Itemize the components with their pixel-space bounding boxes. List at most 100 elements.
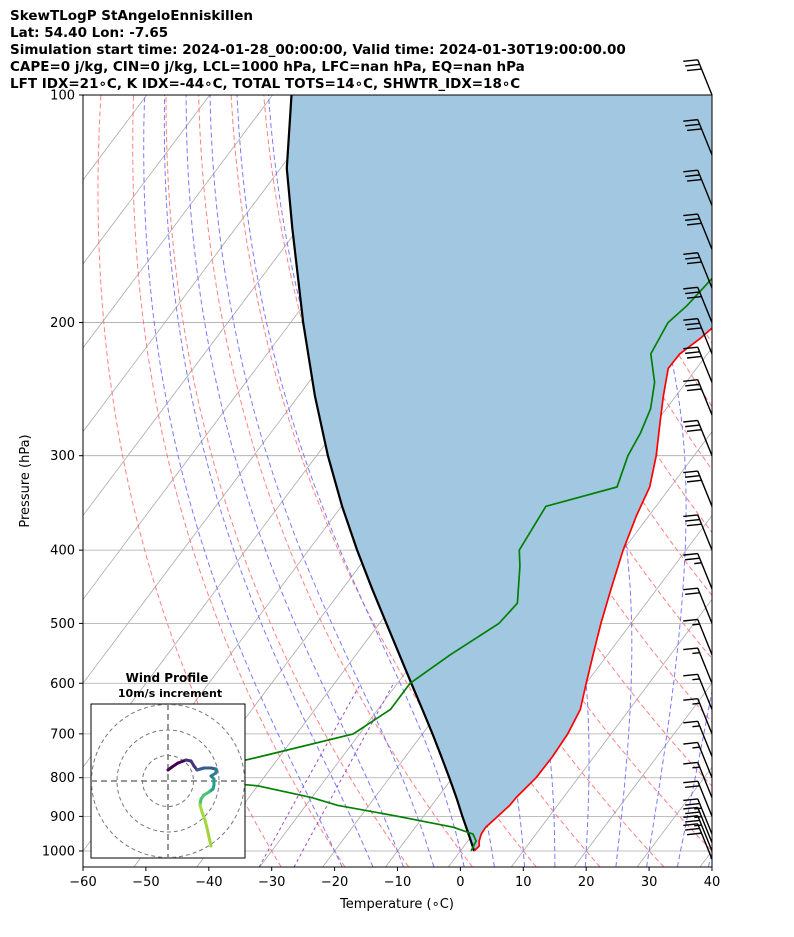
x-tick-label: −50 [132, 875, 159, 890]
wind-barb-staff [697, 619, 713, 655]
y-tick-label: 900 [50, 810, 75, 825]
wind-barb-staff [697, 674, 713, 710]
cape-shading [286, 95, 712, 851]
wind-barb-flag [686, 479, 702, 483]
x-tick-label: 0 [456, 875, 464, 890]
wind-barb-flag [686, 178, 702, 182]
cape-cin-line: CAPE=0 j/kg, CIN=0 j/kg, LCL=1000 hPa, L… [10, 59, 525, 75]
wind-barb-staff [697, 815, 713, 852]
wind-barb [683, 647, 713, 684]
temperature-line [473, 326, 712, 852]
wind-barb-flag [683, 587, 698, 591]
wind-barb-flag [685, 592, 700, 596]
chart-header: SkewTLogP StAngeloEnniskillen Lat: 54.40… [10, 8, 626, 93]
y-tick-label: 300 [50, 449, 75, 464]
y-tick-label: 600 [50, 677, 75, 692]
moist-adiabat [163, 95, 374, 867]
wind-barb-flag [683, 697, 698, 701]
wind-barb-flag [683, 118, 698, 122]
dry-adiabat [523, 95, 712, 471]
isotherm-line [699, 850, 712, 867]
wind-barb-flag [683, 286, 698, 290]
moist-adiabat [707, 848, 712, 867]
x-tick-label: 10 [515, 875, 532, 890]
y-tick-label: 1000 [42, 844, 75, 859]
wind-barb-flag [685, 291, 700, 295]
wind-barb-staff [697, 346, 713, 383]
wind-barb [683, 317, 713, 355]
wind-barb-staff [697, 252, 713, 289]
wind-barb-flag [685, 557, 700, 561]
hodograph-trace-segment [207, 835, 213, 848]
wind-barb-flag [683, 470, 698, 474]
wind-barb-flag [683, 720, 698, 724]
wind-barb [683, 252, 713, 289]
wind-barb-flag [686, 68, 702, 72]
wind-barb-staff [697, 798, 713, 835]
wind-barb-staff [697, 169, 713, 206]
wind-barb-flag [685, 322, 700, 326]
wind-barb-flag [683, 815, 698, 818]
isotherm-line [510, 598, 712, 867]
wind-profile-inset: Wind Profile 10m/s increment [90, 671, 246, 859]
y-axis-label: Pressure (hPa) [18, 434, 33, 527]
wind-barb [683, 587, 713, 624]
wind-barb-flag [685, 424, 700, 428]
wind-barb-staff [697, 287, 713, 323]
wind-barb-flag [685, 802, 700, 806]
wind-barb [683, 213, 713, 250]
wind-barb [683, 470, 713, 507]
wind-barb-flag [683, 317, 698, 321]
wind-barb-flag [685, 218, 700, 221]
simulation-time-line: Simulation start time: 2024-01-28_00:00:… [10, 42, 626, 58]
dry-adiabat [295, 95, 665, 867]
x-tick-label: −20 [321, 875, 348, 890]
moist-adiabat [185, 95, 404, 867]
dry-adiabat [720, 95, 794, 867]
wind-barb-staff [697, 721, 713, 757]
mixing-ratio-line [293, 683, 395, 867]
wind-barb-staff [697, 742, 713, 778]
wind-barb-flag [683, 806, 698, 810]
wind-barb-flag [685, 63, 700, 67]
wind-barb-half-flag [692, 623, 700, 626]
wind-barb-staff [697, 514, 713, 551]
chart-title: SkewTLogP StAngeloEnniskillen [10, 8, 253, 24]
x-tick-label: −60 [69, 875, 96, 890]
dry-adiabat [360, 95, 712, 787]
wind-barb [683, 118, 713, 156]
wind-barb-flag [686, 832, 702, 836]
wind-barb-flag [685, 256, 700, 260]
wind-barb-staff [697, 318, 713, 355]
wind-barb-flag [686, 128, 702, 132]
dry-adiabat [97, 95, 282, 867]
wind-barb [683, 286, 713, 323]
wind-barb [683, 618, 713, 655]
y-tick-label: 100 [50, 89, 75, 104]
wind-barb-staff [697, 762, 713, 798]
cape-cin-area [286, 95, 712, 851]
isotherm-line [763, 95, 794, 867]
wind-barb-flag [683, 552, 698, 556]
wind-barb [683, 673, 713, 710]
wind-barb-flag [685, 518, 700, 522]
wind-barb [683, 720, 713, 757]
wind-barb-flag [686, 355, 702, 359]
wind-barb-flag [685, 351, 700, 355]
wind-barbs [683, 59, 713, 860]
wind-barb-flag [683, 379, 698, 382]
wind-barb-staff [697, 587, 713, 624]
wind-barb-half-flag [692, 746, 700, 749]
dry-adiabat [132, 95, 346, 867]
wind-barb [683, 514, 713, 551]
moist-adiabat [676, 95, 712, 867]
hodograph-title: Wind Profile [126, 671, 209, 685]
wind-barb-flag [686, 295, 702, 299]
x-tick-label: −40 [195, 875, 222, 890]
wind-barb-flag [683, 798, 698, 802]
x-tick-label: −30 [258, 875, 285, 890]
wind-barb-staff [697, 807, 713, 843]
wind-barb [683, 59, 713, 96]
wind-barb-staff [697, 647, 713, 684]
wind-barb-staff [697, 698, 713, 735]
